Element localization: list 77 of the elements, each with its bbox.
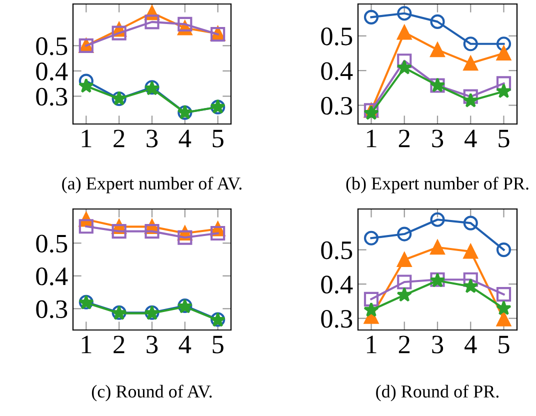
point — [496, 312, 512, 326]
text: (d) Round of PR. — [376, 384, 499, 402]
point — [364, 10, 379, 24]
point — [430, 212, 445, 227]
x-tick-label: 1 — [366, 336, 376, 354]
text: (b) Expert number of PR. — [346, 176, 528, 194]
point — [178, 16, 192, 32]
point — [144, 224, 160, 239]
point — [496, 300, 512, 316]
text: (c) Round of AV. — [92, 384, 212, 402]
point — [462, 278, 478, 294]
point — [463, 56, 478, 71]
point — [144, 14, 160, 30]
x-tick-label: 2 — [398, 130, 410, 148]
point — [496, 287, 512, 302]
text: (a) Expert number of AV. — [62, 176, 242, 194]
x-tick-label: 1 — [82, 336, 92, 354]
point — [364, 292, 379, 306]
y-tick-label: 0.5 — [36, 234, 68, 253]
y-tick-label: 0.5 — [321, 241, 352, 260]
point — [462, 92, 478, 108]
x-tick-label: 5 — [212, 130, 224, 148]
x-tick-label: 1 — [366, 130, 376, 148]
point — [397, 54, 412, 68]
point — [112, 224, 126, 239]
point — [364, 302, 379, 317]
y-tick-label: 0.3 — [36, 300, 68, 318]
point — [430, 240, 445, 255]
point — [78, 78, 94, 93]
x-tick-label: 4 — [464, 336, 477, 354]
x-tick-label: 4 — [178, 130, 192, 148]
point — [496, 76, 512, 91]
point — [430, 14, 445, 29]
x-tick-label: 3 — [432, 336, 444, 354]
y-tick-label: 0.4 — [321, 62, 353, 80]
point — [463, 272, 478, 287]
x-tick-label: 2 — [114, 336, 124, 354]
x-tick-label: 3 — [146, 336, 158, 354]
x-tick-label: 4 — [178, 336, 192, 354]
point — [463, 36, 478, 52]
x-tick-label: 3 — [432, 130, 444, 148]
point — [463, 89, 478, 104]
point — [463, 244, 478, 259]
x-tick-label: 5 — [212, 336, 224, 354]
y-tick-label: 0.4 — [321, 276, 353, 294]
y-tick-label: 0.4 — [36, 268, 68, 286]
point — [463, 216, 478, 230]
y-tick-label: 0.3 — [321, 310, 352, 328]
point — [397, 226, 412, 242]
x-tick-label: 1 — [82, 130, 92, 148]
x-tick-label: 4 — [464, 130, 477, 148]
point — [397, 6, 412, 21]
x-tick-label: 3 — [146, 130, 158, 148]
point — [496, 242, 512, 258]
point — [397, 274, 412, 290]
point — [496, 46, 512, 61]
point — [430, 42, 445, 58]
point — [210, 226, 226, 241]
point — [396, 287, 412, 302]
point — [496, 83, 512, 98]
point — [396, 60, 412, 74]
y-tick-label: 0.5 — [36, 37, 68, 56]
y-tick-label: 0.4 — [36, 62, 68, 80]
x-tick-label: 2 — [114, 130, 124, 148]
point — [78, 219, 94, 234]
x-tick-label: 5 — [498, 336, 510, 354]
y-tick-label: 0.3 — [36, 88, 68, 106]
x-tick-label: 5 — [498, 130, 510, 148]
point — [496, 36, 512, 52]
y-tick-label: 0.5 — [321, 28, 352, 46]
point — [397, 25, 412, 40]
point — [364, 230, 379, 246]
x-tick-label: 2 — [398, 336, 410, 354]
point — [178, 230, 192, 245]
point — [397, 252, 412, 268]
y-tick-label: 0.3 — [321, 96, 352, 115]
point — [112, 26, 126, 40]
